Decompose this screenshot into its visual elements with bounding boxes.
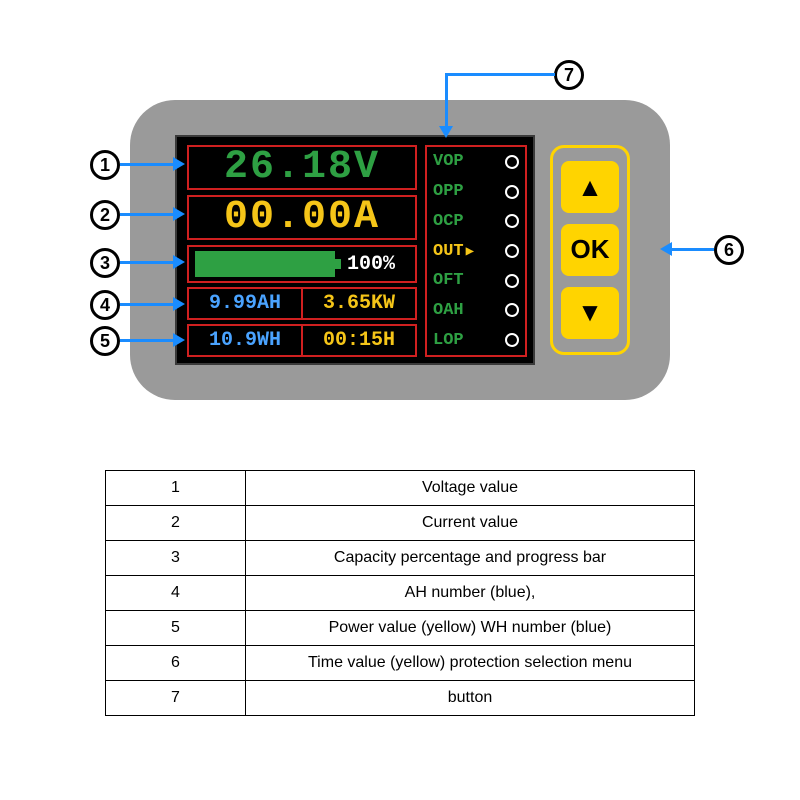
- arrowhead-icon: [173, 255, 185, 269]
- wh-value: 10.9WH: [189, 326, 303, 355]
- voltage-unit: V: [354, 145, 380, 190]
- status-dot: [505, 244, 519, 258]
- status-dot: [505, 303, 519, 317]
- status-dot: [505, 214, 519, 228]
- callout-line: [120, 163, 175, 166]
- time-value: 00:15H: [303, 326, 415, 355]
- arrowhead-icon: [660, 242, 672, 256]
- ah-value: 9.99AH: [189, 289, 303, 318]
- arrow-down-icon: ▼: [577, 297, 603, 328]
- status-dot: [505, 333, 519, 347]
- status-opp: OPP: [427, 177, 525, 207]
- selected-arrow-icon: ▶: [466, 243, 474, 260]
- button-panel: ▲ OK ▼: [550, 145, 630, 355]
- table-row: 6Time value (yellow) protection selectio…: [106, 646, 695, 681]
- arrow-up-icon: ▲: [577, 172, 603, 203]
- table-row: 5Power value (yellow) WH number (blue): [106, 611, 695, 646]
- callout-6: 6: [714, 235, 744, 265]
- status-oft: OFT: [427, 266, 525, 296]
- callout-line: [120, 213, 175, 216]
- status-dot: [505, 274, 519, 288]
- legend-table: 1Voltage value 2Current value 3Capacity …: [105, 470, 695, 716]
- callout-4: 4: [90, 290, 120, 320]
- lcd-screen: 26.18V 00.00A 100% 9.99AH 3.65KW 10.9WH …: [175, 135, 535, 365]
- table-row: 4AH number (blue),: [106, 576, 695, 611]
- callout-line: [670, 248, 714, 251]
- power-value: 3.65KW: [303, 289, 415, 318]
- battery-fill: [197, 253, 333, 275]
- callout-line: [120, 261, 175, 264]
- callout-line: [445, 73, 448, 128]
- battery-icon: [195, 251, 335, 277]
- arrowhead-icon: [173, 333, 185, 347]
- up-button[interactable]: ▲: [561, 161, 619, 213]
- table-row: 7button: [106, 681, 695, 716]
- ok-button[interactable]: OK: [561, 224, 619, 276]
- ah-power-row: 9.99AH 3.65KW: [187, 287, 417, 320]
- status-dot: [505, 155, 519, 169]
- table-row: 2Current value: [106, 506, 695, 541]
- capacity-percent: 100%: [347, 253, 395, 276]
- protection-menu: VOP OPP OCP OUT▶ OFT OAH LOP: [425, 145, 527, 357]
- wh-time-row: 10.9WH 00:15H: [187, 324, 417, 357]
- arrowhead-icon: [439, 126, 453, 138]
- current-value: 00.00: [224, 195, 354, 240]
- arrowhead-icon: [173, 207, 185, 221]
- arrowhead-icon: [173, 157, 185, 171]
- table-row: 1Voltage value: [106, 471, 695, 506]
- voltage-readout: 26.18V: [187, 145, 417, 190]
- current-unit: A: [354, 195, 380, 240]
- callout-5: 5: [90, 326, 120, 356]
- callout-3: 3: [90, 248, 120, 278]
- capacity-row: 100%: [187, 245, 417, 283]
- table-row: 3Capacity percentage and progress bar: [106, 541, 695, 576]
- status-out: OUT▶: [427, 236, 525, 266]
- current-readout: 00.00A: [187, 195, 417, 240]
- status-lop: LOP: [427, 325, 525, 355]
- voltage-value: 26.18: [224, 145, 354, 190]
- meter-device: 26.18V 00.00A 100% 9.99AH 3.65KW 10.9WH …: [130, 100, 670, 400]
- status-dot: [505, 185, 519, 199]
- callout-1: 1: [90, 150, 120, 180]
- status-vop: VOP: [427, 147, 525, 177]
- callout-line: [445, 73, 555, 76]
- callout-2: 2: [90, 200, 120, 230]
- arrowhead-icon: [173, 297, 185, 311]
- callout-7: 7: [554, 60, 584, 90]
- ok-label: OK: [571, 234, 610, 265]
- callout-line: [120, 339, 175, 342]
- callout-line: [120, 303, 175, 306]
- status-ocp: OCP: [427, 206, 525, 236]
- down-button[interactable]: ▼: [561, 287, 619, 339]
- status-oah: OAH: [427, 296, 525, 326]
